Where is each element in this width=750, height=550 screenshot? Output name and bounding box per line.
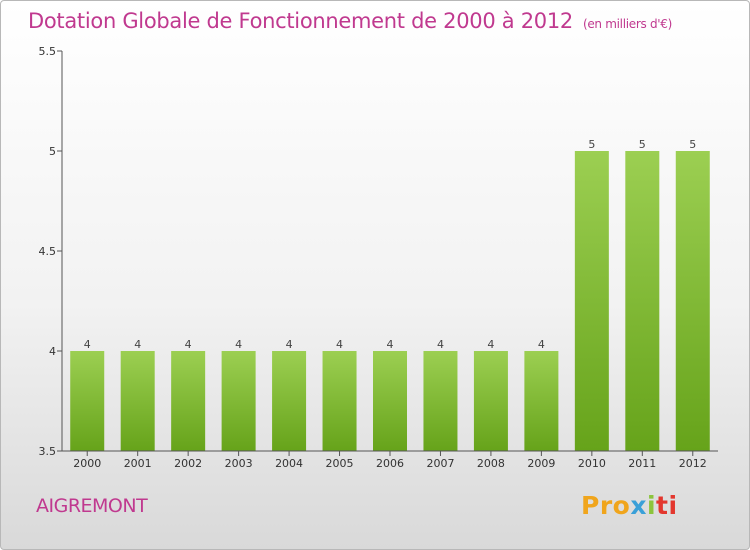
y-tick-label: 5 bbox=[49, 145, 56, 158]
bar-value-label: 5 bbox=[588, 138, 595, 151]
bar-value-label: 4 bbox=[387, 338, 394, 351]
bar bbox=[322, 351, 357, 451]
bar-value-label: 5 bbox=[639, 138, 646, 151]
x-tick-label: 2005 bbox=[326, 457, 354, 470]
bar bbox=[272, 351, 307, 451]
bar bbox=[574, 151, 609, 451]
logo-part-1: Pro bbox=[581, 491, 631, 520]
y-tick-label: 5.5 bbox=[39, 45, 57, 58]
bar bbox=[373, 351, 407, 451]
logo-part-4: ti bbox=[656, 491, 678, 520]
place-name: AIGREMONT bbox=[36, 495, 148, 517]
y-tick-label: 3.5 bbox=[39, 445, 57, 458]
bar-value-label: 4 bbox=[286, 338, 293, 351]
x-tick-label: 2012 bbox=[679, 457, 707, 470]
bar bbox=[120, 351, 155, 451]
bars: 4 4 4 4 4 4 4 4 4 4 5 5 5 bbox=[70, 138, 710, 451]
proxiti-logo: Proxiti bbox=[581, 491, 678, 520]
bar bbox=[675, 151, 710, 451]
bar-value-label: 4 bbox=[437, 338, 444, 351]
x-tick-label: 2002 bbox=[174, 457, 202, 470]
bar bbox=[221, 351, 256, 451]
bar bbox=[625, 151, 660, 451]
bar-value-label: 4 bbox=[487, 338, 494, 351]
x-tick-label: 2001 bbox=[124, 457, 152, 470]
bar-value-label: 4 bbox=[538, 338, 545, 351]
bar-value-label: 5 bbox=[689, 138, 696, 151]
chart-title: Dotation Globale de Fonctionnement de 20… bbox=[28, 9, 672, 33]
y-tick-label: 4 bbox=[49, 345, 56, 358]
bar bbox=[70, 351, 105, 451]
x-tick-label: 2006 bbox=[376, 457, 404, 470]
bar-value-label: 4 bbox=[235, 338, 242, 351]
bar bbox=[423, 351, 458, 451]
x-tick-label: 2004 bbox=[275, 457, 303, 470]
x-tick-label: 2009 bbox=[527, 457, 555, 470]
bar bbox=[473, 351, 508, 451]
bar bbox=[524, 351, 559, 451]
y-axis: 3.5 4 4.5 5 5.5 bbox=[39, 45, 63, 458]
x-tick-label: 2010 bbox=[578, 457, 606, 470]
unit-label: (en milliers d'€) bbox=[582, 17, 672, 31]
x-tick-label: 2008 bbox=[477, 457, 505, 470]
bar-value-label: 4 bbox=[84, 338, 91, 351]
x-tick-label: 2003 bbox=[225, 457, 253, 470]
x-tick-label: 2000 bbox=[73, 457, 101, 470]
bar-value-label: 4 bbox=[185, 338, 192, 351]
logo-part-2: x bbox=[630, 491, 647, 520]
logo-part-3: i bbox=[646, 491, 657, 520]
y-tick-label: 4.5 bbox=[39, 245, 57, 258]
bar-value-label: 4 bbox=[134, 338, 141, 351]
x-axis: 2000 2001 2002 2003 2004 2005 2006 2007 2008 2009… bbox=[62, 450, 718, 470]
title-text: Dotation Globale de Fonctionnement de 20… bbox=[28, 9, 573, 33]
bar bbox=[171, 351, 206, 451]
x-tick-label: 2011 bbox=[628, 457, 656, 470]
x-tick-label: 2007 bbox=[426, 457, 454, 470]
bar-value-label: 4 bbox=[336, 338, 343, 351]
